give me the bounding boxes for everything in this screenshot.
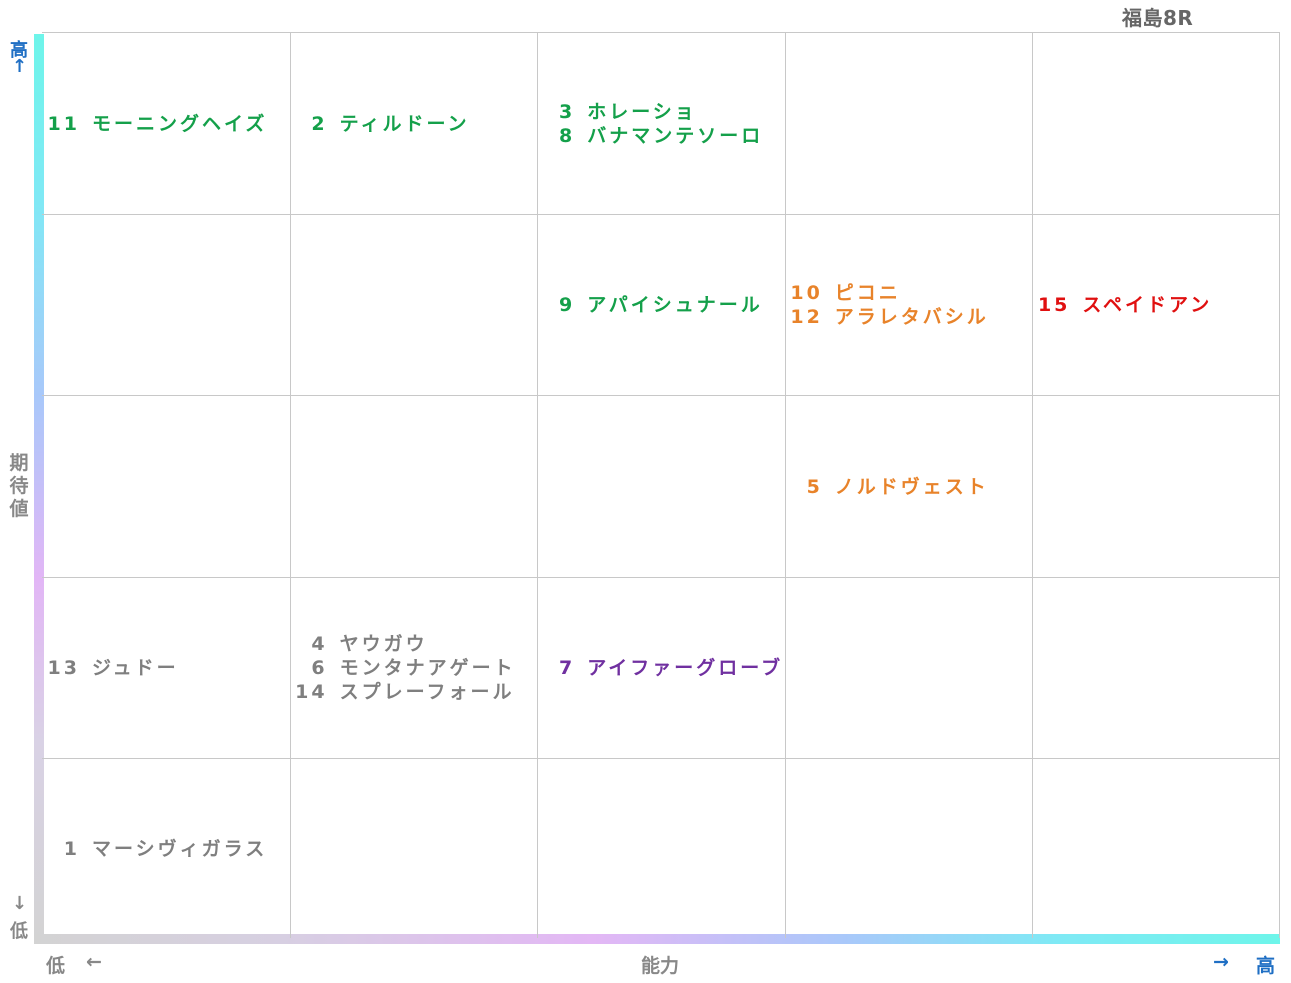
horse-name: アイファーグローブ — [587, 656, 784, 679]
y-high-label: 高 — [10, 40, 28, 61]
horse-entry: 3 ホレーショ — [541, 102, 763, 123]
horse-entry: 9 アパイシュナール — [541, 295, 763, 316]
horse-name: スペイドアン — [1082, 294, 1213, 317]
up-arrow-icon: ↑ — [12, 56, 28, 77]
down-arrow-icon: ↓ — [12, 893, 28, 914]
matrix-cell: 15 スペイドアン — [1036, 295, 1212, 316]
matrix-cell: 5 ノルドヴェスト — [789, 475, 989, 498]
horse-name: ノルドヴェスト — [834, 475, 989, 498]
matrix-cell: 9 アパイシュナール — [541, 295, 763, 316]
horse-number: 10 — [790, 282, 823, 305]
matrix-cell: 7 アイファーグローブ — [541, 656, 784, 679]
grid-row-line — [42, 395, 1279, 397]
x-low-label: 低 — [46, 955, 66, 977]
horse-name: マーシヴィガラス — [92, 837, 268, 860]
horse-number: 3 — [558, 101, 576, 124]
horse-number: 7 — [558, 656, 576, 679]
horse-name: ホレーショ — [587, 101, 697, 124]
horse-entry: 11 モーニングヘイズ — [46, 114, 267, 135]
horse-number: 9 — [558, 294, 576, 317]
x-axis-gradient-bar — [34, 934, 1280, 944]
matrix-cell: 11 モーニングヘイズ — [46, 114, 267, 135]
y-axis-label-text: 期待値 — [9, 452, 29, 520]
matrix-grid: 11 モーニングヘイズ 2 ティルドーン 3 ホレーショ 8 バナマンテソーロ 9 アパイシュナー… — [42, 32, 1280, 938]
grid-column-line — [1032, 33, 1034, 938]
grid-column-line — [289, 33, 291, 938]
horse-name: アラレタバシル — [834, 306, 989, 329]
horse-number: 13 — [47, 656, 80, 679]
horse-entry: 1 マーシヴィガラス — [46, 837, 268, 860]
horse-entry: 4 ヤウガウ — [294, 632, 516, 655]
horse-entry: 7 アイファーグローブ — [541, 656, 784, 679]
horse-entry: 8 バナマンテソーロ — [541, 126, 763, 147]
race-title: 福島8R — [1122, 6, 1194, 30]
horse-name: スプレーフォール — [339, 680, 515, 703]
grid-row-line — [42, 576, 1279, 578]
horse-name: ティルドーン — [339, 113, 470, 136]
horse-number: 5 — [806, 475, 823, 498]
horse-name: モンタナアゲート — [339, 656, 516, 679]
horse-name: アパイシュナール — [587, 294, 763, 317]
grid-column-line — [537, 33, 539, 938]
matrix-cell: 3 ホレーショ 8 バナマンテソーロ — [541, 102, 763, 147]
horse-entry: 14 スプレーフォール — [294, 680, 516, 703]
y-low-label: 低 — [10, 921, 28, 942]
matrix-cell: 2 ティルドーン — [294, 114, 470, 135]
horse-entry: 13 ジュドー — [46, 656, 179, 679]
matrix-cell: 10 ピコニ 12 アラレタバシル — [789, 283, 989, 328]
horse-entry: 10 ピコニ — [789, 283, 989, 304]
horse-number: 4 — [311, 632, 328, 655]
right-arrow-icon: → — [1213, 951, 1229, 973]
horse-name: ヤウガウ — [339, 632, 428, 655]
x-high-label: 高 — [1256, 955, 1276, 977]
horse-name: モーニングヘイズ — [92, 113, 268, 136]
left-arrow-icon: ← — [86, 951, 102, 973]
matrix-cell: 13 ジュドー — [46, 656, 179, 679]
x-axis-label: 能力 — [641, 955, 680, 977]
horse-entry: 2 ティルドーン — [294, 114, 470, 135]
matrix-cell: 1 マーシヴィガラス — [46, 837, 268, 860]
horse-number: 1 — [63, 837, 80, 860]
horse-name: ジュドー — [92, 656, 179, 679]
horse-name: ピコニ — [834, 282, 901, 305]
grid-frame — [42, 32, 1280, 938]
horse-number: 6 — [311, 656, 328, 679]
y-axis-gradient-bar — [34, 34, 44, 942]
grid-column-line — [784, 33, 786, 938]
horse-number: 2 — [311, 113, 328, 136]
horse-number: 14 — [295, 680, 328, 703]
y-axis-label: 期待値 — [9, 452, 29, 521]
matrix-cell: 4 ヤウガウ 6 モンタナアゲート 14 スプレーフォール — [294, 632, 516, 703]
horse-number: 12 — [790, 306, 823, 329]
horse-entry: 5 ノルドヴェスト — [789, 475, 989, 498]
horse-entry: 15 スペイドアン — [1036, 295, 1212, 316]
grid-row-line — [42, 757, 1279, 759]
horse-number: 8 — [558, 125, 576, 148]
horse-entry: 12 アラレタバシル — [789, 307, 989, 328]
horse-name: バナマンテソーロ — [587, 125, 764, 148]
horse-number: 11 — [47, 113, 80, 136]
horse-number: 15 — [1037, 294, 1071, 317]
horse-entry: 6 モンタナアゲート — [294, 656, 516, 679]
grid-row-line — [42, 214, 1279, 216]
